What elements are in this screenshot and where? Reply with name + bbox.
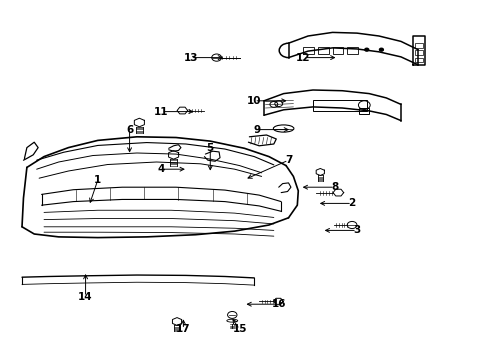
Text: 14: 14 xyxy=(78,292,93,302)
Text: 2: 2 xyxy=(348,198,355,208)
Text: 15: 15 xyxy=(232,324,246,334)
Circle shape xyxy=(379,48,383,51)
Bar xyxy=(414,50,422,55)
Text: 9: 9 xyxy=(253,125,260,135)
Text: 6: 6 xyxy=(126,125,133,135)
Text: 16: 16 xyxy=(271,299,285,309)
Text: 13: 13 xyxy=(183,53,198,63)
Text: 3: 3 xyxy=(353,225,360,235)
Text: 1: 1 xyxy=(94,175,101,185)
Bar xyxy=(303,47,313,54)
Bar xyxy=(414,58,422,62)
Bar xyxy=(317,47,328,54)
Text: 17: 17 xyxy=(176,324,190,334)
Text: 8: 8 xyxy=(331,182,338,192)
Text: 5: 5 xyxy=(206,143,213,153)
Text: 4: 4 xyxy=(157,164,165,174)
Circle shape xyxy=(364,48,368,51)
Bar xyxy=(414,43,422,48)
Bar xyxy=(359,108,368,114)
Text: 12: 12 xyxy=(295,53,310,63)
Text: 11: 11 xyxy=(154,107,168,117)
Bar xyxy=(332,47,343,54)
Text: 10: 10 xyxy=(246,96,261,106)
Text: 7: 7 xyxy=(284,155,292,165)
Bar xyxy=(346,47,357,54)
